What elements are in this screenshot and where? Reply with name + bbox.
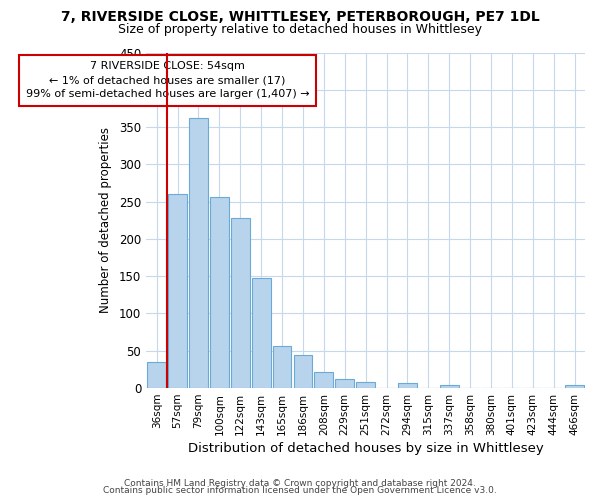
- Bar: [440, 385, 458, 388]
- Bar: [189, 118, 208, 388]
- Text: 7, RIVERSIDE CLOSE, WHITTLESEY, PETERBOROUGH, PE7 1DL: 7, RIVERSIDE CLOSE, WHITTLESEY, PETERBOR…: [61, 10, 539, 24]
- Bar: [356, 382, 375, 388]
- Bar: [210, 197, 229, 388]
- Bar: [335, 379, 354, 388]
- Text: Contains public sector information licensed under the Open Government Licence v3: Contains public sector information licen…: [103, 486, 497, 495]
- Bar: [168, 194, 187, 388]
- Bar: [252, 278, 271, 388]
- Y-axis label: Number of detached properties: Number of detached properties: [99, 128, 112, 314]
- Bar: [231, 218, 250, 388]
- Bar: [565, 385, 584, 388]
- Bar: [314, 372, 333, 388]
- Bar: [272, 346, 292, 388]
- Bar: [293, 354, 313, 388]
- Bar: [147, 362, 166, 388]
- Text: Contains HM Land Registry data © Crown copyright and database right 2024.: Contains HM Land Registry data © Crown c…: [124, 478, 476, 488]
- Text: Size of property relative to detached houses in Whittlesey: Size of property relative to detached ho…: [118, 22, 482, 36]
- X-axis label: Distribution of detached houses by size in Whittlesey: Distribution of detached houses by size …: [188, 442, 544, 455]
- Bar: [398, 383, 417, 388]
- Text: 7 RIVERSIDE CLOSE: 54sqm
← 1% of detached houses are smaller (17)
99% of semi-de: 7 RIVERSIDE CLOSE: 54sqm ← 1% of detache…: [26, 62, 310, 100]
